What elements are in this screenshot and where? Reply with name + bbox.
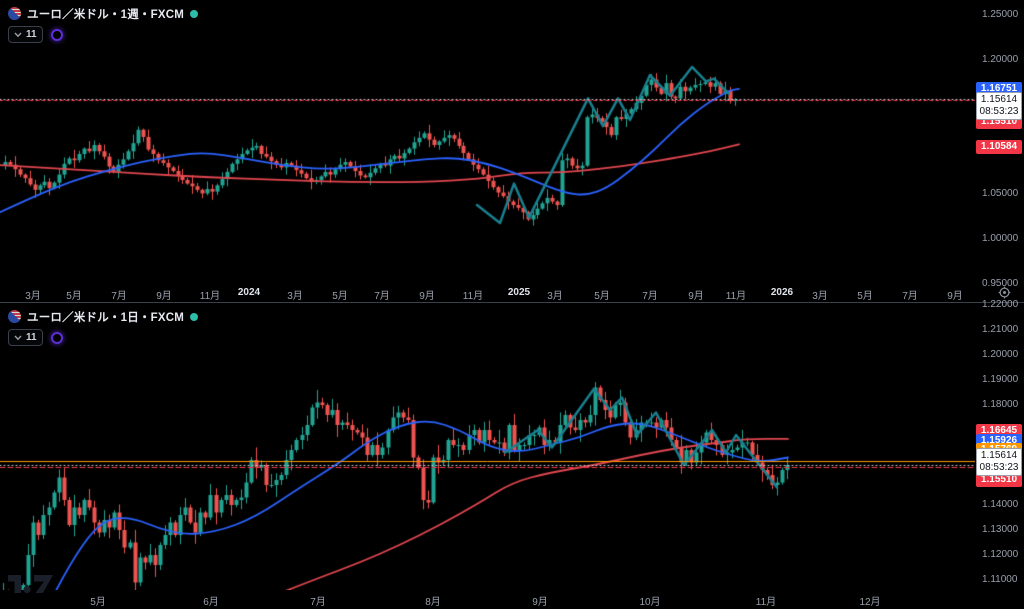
- daily-legend: ユーロ／米ドル・1日・FXCM 11: [8, 308, 198, 346]
- time-tick-label: 3月: [547, 291, 563, 302]
- time-tick-label: 10月: [639, 597, 661, 608]
- eurusd-pair-logo-icon: [8, 310, 21, 323]
- tradingview-watermark-icon: [8, 572, 54, 601]
- daily-time-axis[interactable]: 5月 6月 7月 8月 9月 10月 11月 12月: [0, 590, 1024, 609]
- price-tick-label: 1.13000: [982, 524, 1019, 535]
- price-tick-label: 1.22000: [982, 299, 1019, 310]
- time-tick-label: 12月: [859, 597, 881, 608]
- current-price-value: 1.15614: [980, 94, 1018, 105]
- weekly-legend: ユーロ／米ドル・1週・FXCM 11: [8, 5, 198, 43]
- weekly-chart-canvas[interactable]: [0, 0, 975, 284]
- bar-countdown: 08:53:23: [979, 106, 1019, 117]
- time-tick-label: 5月: [332, 291, 348, 302]
- time-tick-label: 9月: [947, 291, 963, 302]
- time-tick-label: 7月: [310, 597, 326, 608]
- weekly-time-axis[interactable]: 3月 5月 7月 9月 11月 2024 3月 5月 7月 9月 11月 2025 3月 5月 7月 9月 11…: [0, 284, 1024, 302]
- time-tick-label: 5月: [66, 291, 82, 302]
- time-tick-label: 7月: [642, 291, 658, 302]
- price-tick-label: 1.25000: [982, 8, 1019, 20]
- price-tick-label: 1.12000: [982, 549, 1019, 560]
- time-tick-label: 8月: [425, 597, 441, 608]
- purple-ring-icon[interactable]: [50, 28, 63, 41]
- time-tick-label: 5月: [594, 291, 610, 302]
- weekly-price-axis[interactable]: 1.250001.200001.100001.050001.000000.950…: [975, 0, 1024, 289]
- time-tick-label: 11月: [199, 291, 221, 302]
- time-tick-label: 11月: [725, 291, 747, 302]
- price-tick-label: 1.20000: [982, 349, 1019, 360]
- time-tick-label: 7月: [374, 291, 390, 302]
- chart-panel-daily: ユーロ／米ドル・1日・FXCM 11 1.22000 1.21000 1.200: [0, 299, 1024, 609]
- time-tick-label: 3月: [812, 291, 828, 302]
- price-tick-label: 1.19000: [982, 374, 1019, 385]
- bar-countdown: 08:53:23: [979, 462, 1019, 473]
- hline-red-value-label: 1.15510: [976, 473, 1022, 487]
- time-tick-label: 9月: [532, 597, 548, 608]
- axis-settings-gear-icon[interactable]: [998, 286, 1011, 304]
- symbol-title[interactable]: ユーロ／米ドル・1週・FXCM: [27, 8, 184, 21]
- market-status-dot-icon[interactable]: [189, 312, 198, 321]
- symbol-title[interactable]: ユーロ／米ドル・1日・FXCM: [27, 311, 184, 324]
- daily-price-axis[interactable]: 1.22000 1.21000 1.20000 1.19000 1.18000 1.140…: [975, 299, 1024, 590]
- current-price-label: 1.15614 08:53:23: [976, 448, 1022, 476]
- price-tick-label: 1.14000: [982, 499, 1019, 510]
- time-tick-label: 9月: [419, 291, 435, 302]
- indicator-count: 11: [26, 332, 37, 343]
- time-tick-label: 7月: [111, 291, 127, 302]
- price-tick-label: 1.20000: [982, 53, 1019, 65]
- time-tick-label: 6月: [203, 597, 219, 608]
- time-tick-label: 3月: [287, 291, 303, 302]
- purple-ring-icon[interactable]: [50, 331, 63, 344]
- price-tick-label: 0.95000: [982, 278, 1019, 289]
- ma-red-value-label: 1.10584: [976, 140, 1022, 154]
- time-tick-label: 2026: [770, 287, 794, 298]
- price-tick-label: 1.18000: [982, 399, 1019, 410]
- market-status-dot-icon[interactable]: [189, 9, 198, 18]
- time-tick-label: 9月: [688, 291, 704, 302]
- time-tick-label: 2025: [507, 287, 531, 298]
- time-tick-label: 3月: [25, 291, 41, 302]
- current-price-value: 1.15614: [980, 450, 1018, 461]
- time-tick-label: 5月: [90, 597, 106, 608]
- price-tick-label: 1.05000: [982, 188, 1019, 200]
- current-price-label: 1.15614 08:53:23: [976, 92, 1022, 120]
- indicator-collapse-toggle[interactable]: 11: [8, 329, 43, 346]
- price-tick-label: 1.00000: [982, 233, 1019, 245]
- panel-divider[interactable]: [0, 302, 1024, 303]
- chevron-down-icon: [14, 335, 22, 340]
- chevron-down-icon: [14, 32, 22, 37]
- time-tick-label: 9月: [156, 291, 172, 302]
- time-tick-label: 11月: [462, 291, 484, 302]
- eurusd-pair-logo-icon: [8, 7, 21, 20]
- time-tick-label: 2024: [237, 287, 261, 298]
- daily-plot-area[interactable]: [0, 303, 975, 590]
- price-tick-label: 1.11000: [982, 574, 1018, 585]
- time-tick-label: 5月: [857, 291, 873, 302]
- chart-panel-weekly: ユーロ／米ドル・1週・FXCM 11 1.250001.200001.10000…: [0, 0, 1024, 302]
- time-tick-label: 11月: [755, 597, 777, 608]
- indicator-count: 11: [26, 29, 37, 40]
- price-tick-label: 1.21000: [982, 324, 1019, 335]
- indicator-collapse-toggle[interactable]: 11: [8, 26, 43, 43]
- weekly-plot-area[interactable]: [0, 0, 975, 284]
- time-tick-label: 7月: [902, 291, 918, 302]
- daily-chart-canvas[interactable]: [0, 303, 975, 590]
